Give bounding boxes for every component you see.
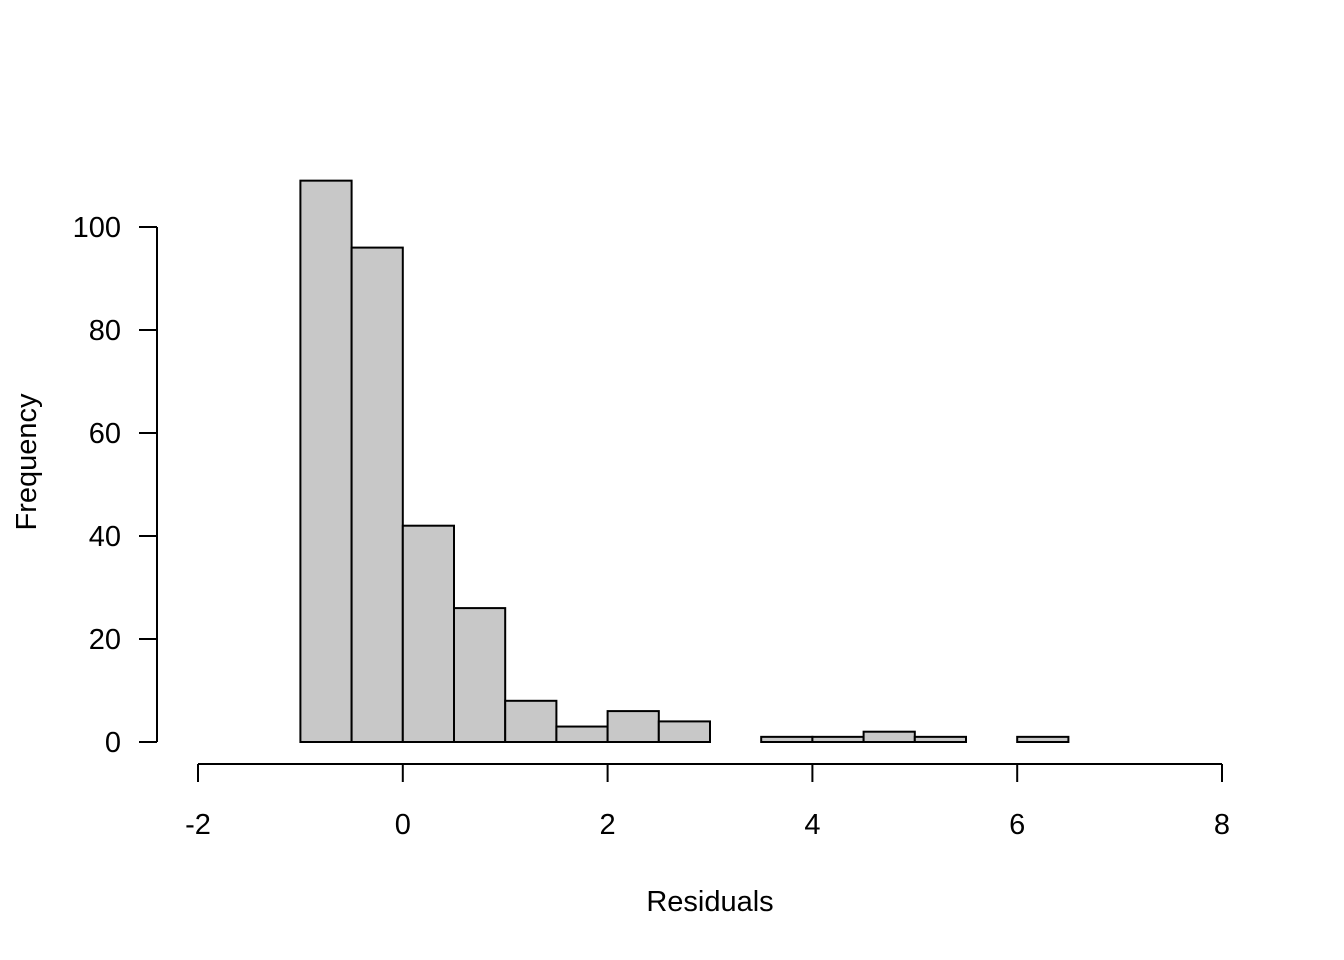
histogram-bar bbox=[401, 524, 455, 744]
y-tick-label: 20 bbox=[89, 624, 121, 656]
histogram-bar bbox=[657, 720, 711, 744]
histogram-bar bbox=[811, 735, 865, 743]
histogram-bar bbox=[862, 730, 916, 744]
histogram-bar bbox=[555, 725, 609, 743]
y-tick-label: 100 bbox=[73, 212, 121, 244]
x-tick-label: 8 bbox=[1214, 809, 1230, 841]
histogram-bar bbox=[504, 699, 558, 743]
y-tick-label: 80 bbox=[89, 315, 121, 347]
histogram-bars bbox=[299, 179, 1070, 744]
x-tick-label: -2 bbox=[185, 809, 211, 841]
y-tick-label: 60 bbox=[89, 418, 121, 450]
histogram-bar bbox=[606, 710, 660, 743]
histogram-bar bbox=[299, 179, 353, 743]
x-tick-label: 0 bbox=[395, 809, 411, 841]
histogram-bar bbox=[760, 735, 814, 743]
y-tick-label: 40 bbox=[89, 521, 121, 553]
y-axis: 0 20 40 60 80 100 bbox=[73, 212, 158, 759]
x-axis-title: Residuals bbox=[646, 886, 773, 918]
y-tick-label: 0 bbox=[105, 727, 121, 759]
x-axis: -2 0 2 4 6 8 bbox=[185, 763, 1230, 841]
histogram-bar bbox=[453, 607, 507, 743]
histogram-bar bbox=[350, 246, 404, 743]
x-tick-label: 4 bbox=[804, 809, 820, 841]
histogram-bar bbox=[1016, 735, 1070, 743]
x-tick-label: 6 bbox=[1009, 809, 1025, 841]
histogram-bar bbox=[913, 735, 967, 743]
x-tick-label: 2 bbox=[600, 809, 616, 841]
y-axis-title: Frequency bbox=[11, 393, 43, 531]
